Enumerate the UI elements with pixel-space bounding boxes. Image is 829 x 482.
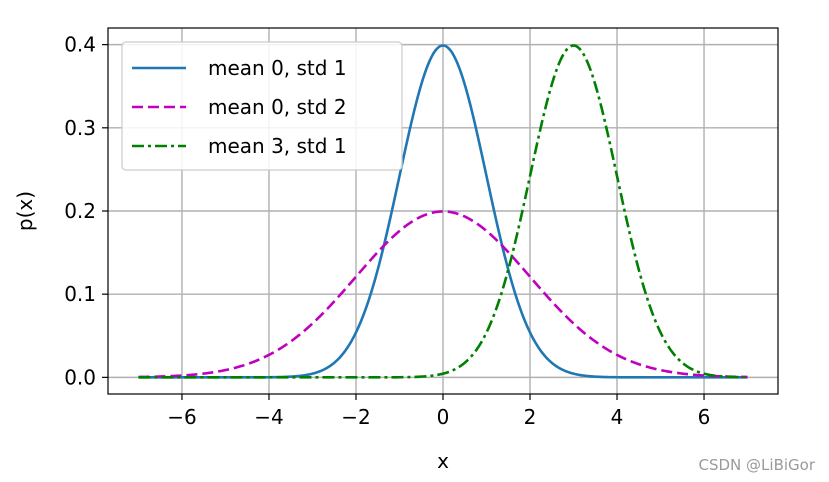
legend-box — [121, 41, 403, 171]
axis-ticks: −6 −4 −2 0 2 4 6 0.0 0.1 0.2 0.3 0.4 — [64, 33, 710, 429]
watermark: CSDN @LiBiGor — [698, 456, 815, 474]
series-line-2 — [138, 210, 748, 379]
x-tick-label: −6 — [167, 405, 196, 429]
x-tick-label: 0 — [437, 405, 450, 429]
x-tick-label: −2 — [341, 405, 370, 429]
legend: mean 0, std 1 mean 0, std 2 mean 3, std 1 — [121, 41, 403, 171]
y-tick-label: 0.0 — [64, 365, 96, 389]
legend-label: mean 0, std 1 — [208, 56, 347, 80]
x-axis-label: x — [437, 449, 449, 473]
x-tick-label: 2 — [524, 405, 537, 429]
y-tick-label: 0.3 — [64, 116, 96, 140]
y-axis-label: p(x) — [13, 191, 37, 231]
y-tick-label: 0.4 — [64, 33, 96, 57]
legend-label: mean 3, std 1 — [208, 134, 347, 158]
series-lines — [138, 44, 748, 379]
x-tick-label: −4 — [254, 405, 283, 429]
x-tick-label: 4 — [611, 405, 624, 429]
x-tick-label: 6 — [698, 405, 711, 429]
y-tick-label: 0.2 — [64, 199, 96, 223]
legend-label: mean 0, std 2 — [208, 95, 347, 119]
series-line-3 — [138, 44, 748, 379]
y-tick-label: 0.1 — [64, 282, 96, 306]
